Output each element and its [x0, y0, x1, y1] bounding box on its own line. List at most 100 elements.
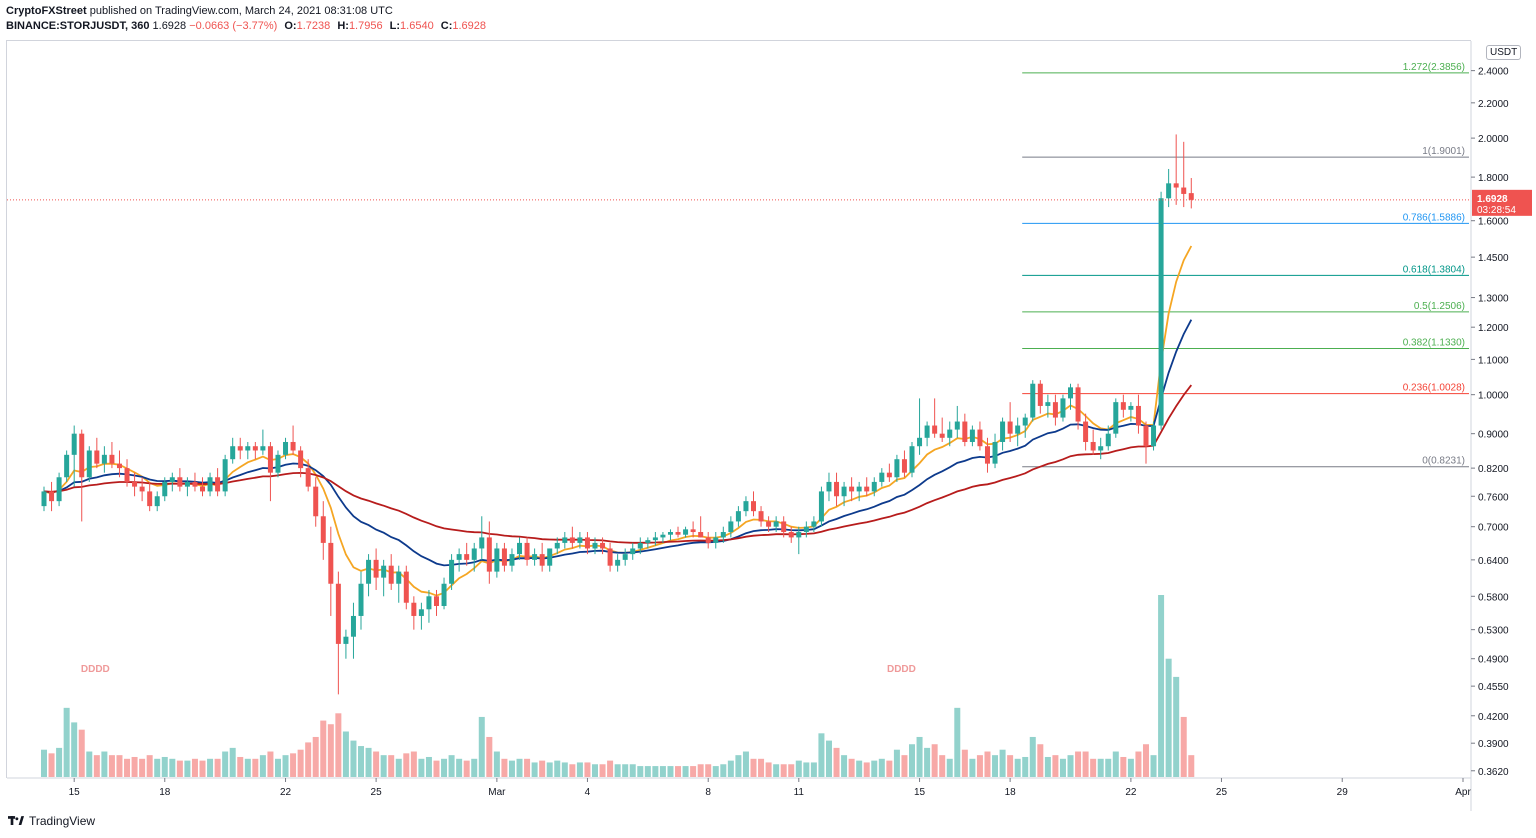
volume-bar	[554, 760, 561, 777]
volume-bar	[320, 720, 327, 777]
candle-body	[139, 486, 145, 492]
volume-bar	[818, 733, 825, 777]
volume-bar	[539, 760, 546, 777]
x-tick-label: 29	[1337, 787, 1349, 798]
low-label: L:	[389, 20, 401, 32]
volume-bar	[131, 756, 138, 777]
candle-body	[766, 521, 772, 527]
candle-body	[1060, 398, 1066, 418]
y-tick-label: 0.3900	[1478, 739, 1509, 750]
candle-body	[94, 450, 100, 464]
candle-body	[532, 554, 538, 560]
volume-bar	[924, 747, 931, 777]
volume-bar	[931, 744, 938, 777]
high-value: 1.7956	[348, 20, 383, 32]
volume-bar	[856, 760, 863, 777]
candle-body	[1007, 421, 1013, 434]
volume-bar	[893, 749, 900, 777]
candle-body	[524, 542, 530, 560]
volume-bar	[169, 758, 176, 777]
ema-mid-line	[43, 319, 1193, 567]
x-tick-label: 18	[159, 787, 171, 798]
volume-bar	[1165, 658, 1172, 777]
candle-body	[418, 609, 424, 616]
price-chart[interactable]: 2.4000 2.2000 2.0000 1.8000 1.6000 1.4500 1.30…	[7, 41, 1536, 811]
candle-body	[1120, 402, 1126, 410]
volume-bar	[675, 766, 682, 777]
candle-body	[222, 459, 228, 492]
candle-body	[388, 565, 394, 584]
volume-bar	[712, 766, 719, 777]
volume-bar	[342, 731, 349, 777]
currency-badge[interactable]: USDT	[1486, 45, 1522, 60]
volume-bar	[486, 736, 493, 777]
candle-body	[245, 446, 251, 451]
candle-body	[713, 537, 719, 543]
annotation-label: DDDD	[887, 664, 916, 675]
candle-body	[630, 548, 636, 555]
volume-bar	[795, 760, 802, 777]
candle-body	[56, 477, 62, 502]
candle-body	[1166, 183, 1172, 199]
volume-bar	[410, 751, 417, 777]
fib-level-label: 0.382(1.1330)	[1403, 337, 1465, 348]
candle-body	[894, 459, 900, 478]
candle-body	[547, 548, 553, 566]
volume-bar	[591, 764, 598, 777]
candle-body	[1022, 417, 1028, 426]
candle-body	[313, 486, 319, 517]
candle-body	[600, 542, 606, 549]
candle-body	[984, 446, 990, 464]
volume-bar	[441, 758, 448, 777]
volume-bar	[1037, 744, 1044, 777]
volume-bar	[267, 751, 274, 777]
volume-bar	[139, 758, 146, 777]
x-tick-label: 25	[371, 787, 383, 798]
volume-bar	[909, 744, 916, 777]
candle-body	[735, 511, 741, 522]
ema-fast-line	[43, 245, 1193, 597]
candle-body	[456, 554, 462, 560]
price-change: −0.0663 (−3.77%)	[189, 20, 278, 32]
candle-body	[41, 491, 47, 507]
y-tick-label: 1.2000	[1478, 323, 1509, 334]
candle-body	[864, 486, 870, 492]
candle-body	[426, 596, 432, 610]
candle-body	[1083, 421, 1089, 442]
last-price-value: 1.6928	[1477, 194, 1508, 205]
candle-body	[758, 511, 764, 522]
volume-bar	[561, 762, 568, 777]
ema-slow-line	[43, 384, 1193, 544]
candle-body	[1181, 187, 1187, 194]
candle-body	[554, 542, 560, 549]
candle-body	[569, 537, 575, 543]
volume-bar	[358, 746, 365, 777]
volume-bar	[433, 760, 440, 777]
volume-bar	[1127, 758, 1134, 777]
volume-bar	[644, 766, 651, 777]
chart-area[interactable]: 2.4000 2.2000 2.0000 1.8000 1.6000 1.4500 1.30…	[6, 40, 1536, 811]
candle-body	[1128, 405, 1134, 410]
candle-body	[124, 468, 130, 482]
volume-bar	[735, 755, 742, 777]
candle-body	[162, 481, 168, 497]
candle-body	[230, 446, 236, 460]
candle-body	[396, 571, 402, 584]
candle-body	[615, 559, 621, 566]
y-tick-label: 0.3620	[1478, 767, 1509, 778]
volume-bar	[780, 764, 787, 777]
candle-body	[886, 472, 892, 478]
candle-body	[449, 559, 455, 584]
candle-body	[962, 421, 968, 442]
candle-body	[788, 532, 794, 538]
y-tick-label: 2.2000	[1478, 99, 1509, 110]
candle-body	[705, 537, 711, 543]
volume-bar	[388, 755, 395, 777]
fib-level-label: 0.5(1.2506)	[1414, 301, 1465, 312]
candle-body	[1188, 193, 1194, 200]
candle-body	[154, 496, 160, 507]
candle-body	[1143, 425, 1149, 447]
volume-bar	[1142, 744, 1149, 777]
candle-body	[132, 481, 138, 487]
volume-bar	[380, 755, 387, 777]
